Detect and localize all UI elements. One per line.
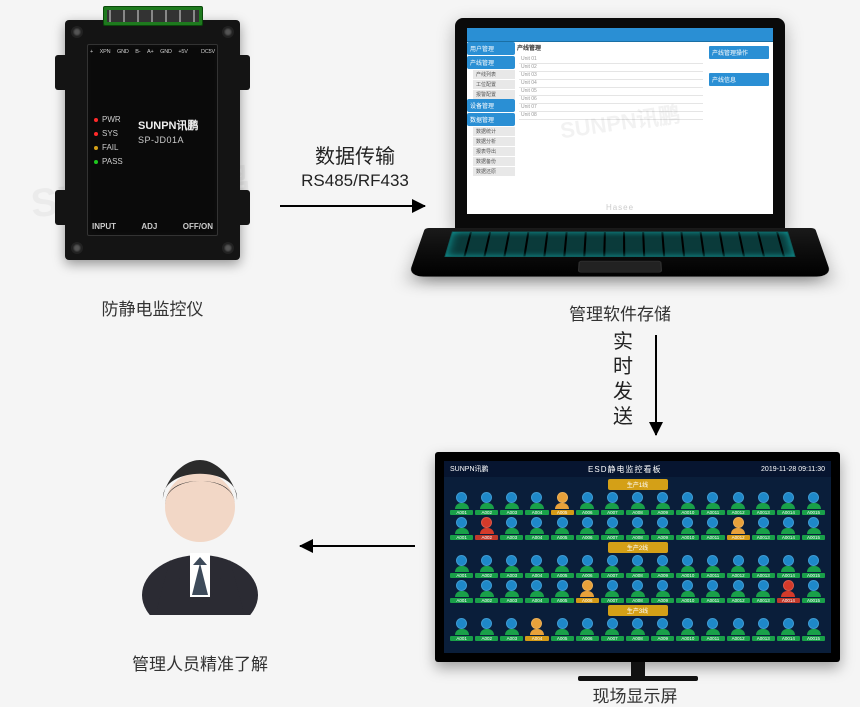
bottom-labels: INPUTADJOFF/ON: [88, 222, 217, 231]
display-caption: 现场显示屏: [470, 682, 800, 707]
laptop-screen: 用户管理产线管理产线列表工位配置报警配置设备管理数据管理数据统计数据分析报表导出…: [467, 28, 773, 214]
arrow-subtitle: RS485/RF433: [280, 171, 430, 191]
screw-icon: [71, 242, 83, 254]
laptop-brand: Hasee: [606, 203, 634, 212]
esd-monitor-device: +XPNGNDB-A+GND+5VDC5V PWRSYSFAILPASS SUN…: [65, 20, 240, 260]
mount-tab: [55, 190, 65, 225]
arrow-label-transfer: 数据传输 RS485/RF433: [280, 140, 430, 191]
software-tab: 产线管理: [517, 43, 541, 52]
software-sidebar: 用户管理产线管理产线列表工位配置报警配置设备管理数据管理数据统计数据分析报表导出…: [467, 42, 515, 214]
device-brand: SUNPN讯鹏: [138, 117, 199, 133]
board-body: 生产1线A001A002A003A004A005A006A007A008A009…: [444, 479, 831, 641]
laptop-base: [408, 228, 832, 277]
laptop-caption: 管理软件存储: [470, 300, 770, 325]
device-faceplate: +XPNGNDB-A+GND+5VDC5V PWRSYSFAILPASS SUN…: [87, 44, 218, 236]
device-model: SP-JD01A: [138, 135, 184, 145]
screw-icon: [222, 242, 234, 254]
mount-tab: [240, 55, 250, 90]
arrow-label-realtime: 实时发送: [608, 330, 638, 430]
screw-icon: [222, 26, 234, 38]
tv-screen: SUNPN讯鹏 ESD静电监控看板 2019-11-28 09:11:30 生产…: [444, 461, 831, 653]
arrow-data-transfer: [280, 205, 425, 207]
laptop-bezel: 用户管理产线管理产线列表工位配置报警配置设备管理数据管理数据统计数据分析报表导出…: [455, 18, 785, 228]
terminal-block-icon: [103, 6, 203, 26]
board-title: ESD静电监控看板: [489, 464, 762, 475]
board-header: SUNPN讯鹏 ESD静电监控看板 2019-11-28 09:11:30: [444, 461, 831, 477]
software-right-panel: 产线管理操作产线信息: [709, 46, 769, 100]
keyboard-icon: [444, 231, 795, 256]
board-brand: SUNPN讯鹏: [450, 464, 489, 474]
trackpad-icon: [578, 261, 662, 273]
status-leds: PWRSYSFAILPASS: [94, 113, 123, 169]
device-caption: 防静电监控仪: [65, 295, 240, 320]
arrow-title: 数据传输: [280, 140, 430, 169]
mount-tab: [55, 55, 65, 90]
manager-caption: 管理人员精准了解: [85, 650, 315, 675]
tv-stand: [631, 662, 645, 676]
person-icon: [130, 445, 270, 615]
software-titlebar: [467, 28, 773, 42]
tv-bezel: SUNPN讯鹏 ESD静电监控看板 2019-11-28 09:11:30 生产…: [435, 452, 840, 662]
pin-labels: +XPNGNDB-A+GND+5VDC5V: [88, 45, 217, 59]
arrow-to-manager: [300, 545, 415, 547]
esd-display-board: SUNPN讯鹏 ESD静电监控看板 2019-11-28 09:11:30 生产…: [435, 452, 840, 681]
management-laptop: 用户管理产线管理产线列表工位配置报警配置设备管理数据管理数据统计数据分析报表导出…: [425, 18, 815, 306]
board-timestamp: 2019-11-28 09:11:30: [761, 466, 825, 473]
tv-foot: [578, 676, 698, 681]
screw-icon: [71, 26, 83, 38]
manager-person: [120, 445, 280, 620]
arrow-realtime-send: [655, 335, 657, 435]
mount-tab: [240, 190, 250, 225]
